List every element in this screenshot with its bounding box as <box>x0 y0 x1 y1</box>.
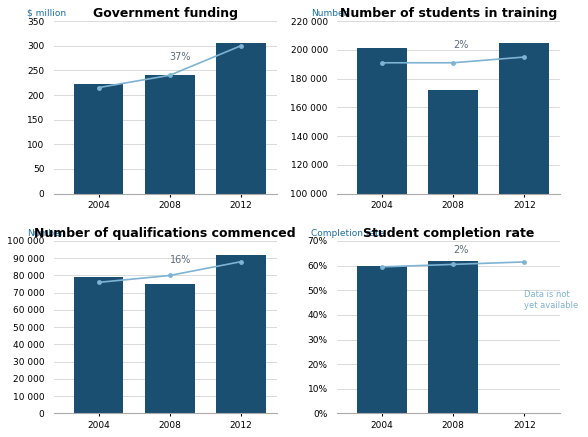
Text: 16%: 16% <box>170 255 191 265</box>
Bar <box>357 266 407 413</box>
Text: 37%: 37% <box>170 52 191 62</box>
Text: Completion rate: Completion rate <box>311 229 384 238</box>
Bar <box>216 43 266 194</box>
Bar <box>216 255 266 413</box>
Text: Number: Number <box>311 9 347 17</box>
Bar <box>74 84 123 194</box>
Text: 2%: 2% <box>453 245 469 254</box>
Text: 2%: 2% <box>453 40 469 50</box>
Text: Data is not
yet available: Data is not yet available <box>524 290 579 310</box>
Title: Government funding: Government funding <box>93 7 238 20</box>
Bar <box>428 90 478 337</box>
Bar <box>145 75 195 194</box>
Title: Number of qualifications commenced: Number of qualifications commenced <box>35 227 296 240</box>
Bar <box>357 49 407 337</box>
Title: Number of students in training: Number of students in training <box>340 7 557 20</box>
Bar <box>428 261 478 413</box>
Text: Number: Number <box>28 229 64 238</box>
Bar <box>145 284 195 413</box>
Bar <box>499 43 549 337</box>
Bar <box>74 277 123 413</box>
Text: $ million: $ million <box>28 9 66 17</box>
Title: Student completion rate: Student completion rate <box>363 227 534 240</box>
